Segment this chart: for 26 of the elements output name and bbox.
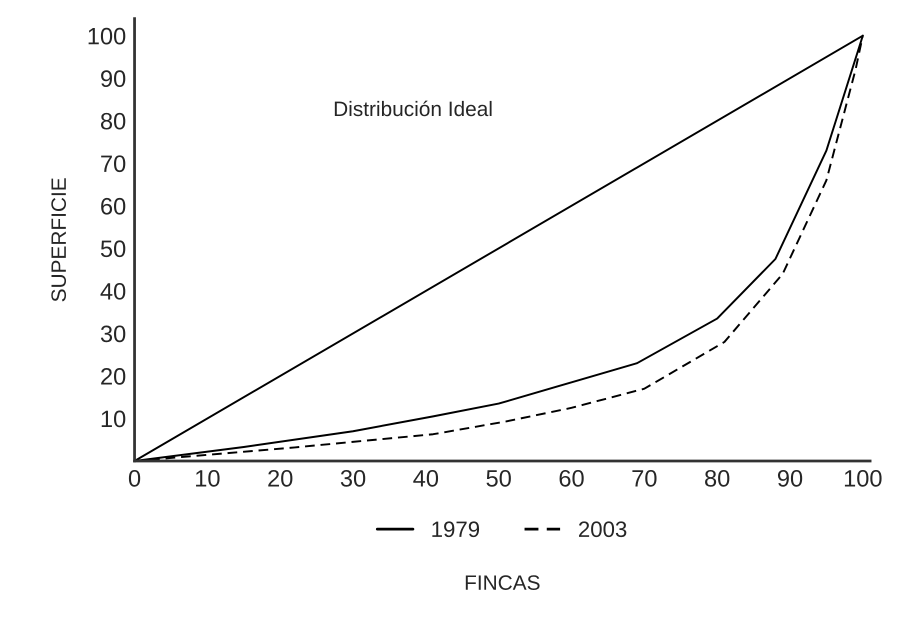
x-tick-label: 50 <box>486 470 511 487</box>
legend-label: 1979 <box>432 521 480 538</box>
y-tick-label: 70 <box>101 155 126 172</box>
y-tick-label: 40 <box>100 282 126 300</box>
y-axis-title: SUPERFICIE <box>51 178 66 302</box>
annotation: Distribución Ideal <box>334 100 492 116</box>
legend-label: 2003 <box>578 521 626 538</box>
x-tick-label: 80 <box>705 470 730 487</box>
y-tick-label: 50 <box>100 240 126 258</box>
x-tick-label: 10 <box>196 470 220 487</box>
x-tick-label: 40 <box>413 470 438 487</box>
x-tick-label: 30 <box>340 470 366 487</box>
y-tick-label: 80 <box>100 112 126 130</box>
y-tick-label: 100 <box>88 28 126 44</box>
x-tick-label: 70 <box>632 470 657 487</box>
x-axis-title: FINCAS <box>466 575 540 590</box>
y-tick-label: 30 <box>100 325 126 342</box>
x-tick-label: 100 <box>844 470 882 487</box>
x-tick-label: 20 <box>268 470 292 487</box>
y-tick-label: 60 <box>101 198 126 215</box>
y-tick-label: 10 <box>102 410 126 428</box>
x-tick-label: 90 <box>778 470 802 487</box>
y-tick-label: 90 <box>101 70 126 88</box>
x-tick-label: 60 <box>560 470 584 487</box>
y-tick-label: 20 <box>101 368 126 385</box>
x-tick-label: 0 <box>128 470 140 487</box>
